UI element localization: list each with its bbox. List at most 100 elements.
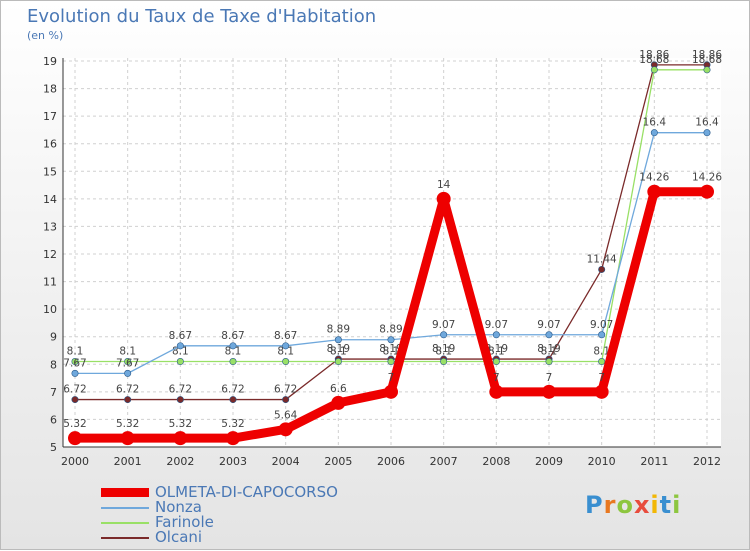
data-point: [440, 358, 448, 366]
data-label: 11.44: [587, 253, 617, 265]
data-label: 18.86: [639, 49, 669, 61]
data-point: [387, 358, 395, 366]
data-point: [492, 358, 500, 366]
data-label: 9.07: [432, 319, 455, 331]
data-point: [176, 342, 184, 350]
data-label: 8.1: [225, 346, 242, 358]
y-tick-label: 19: [43, 55, 57, 68]
data-point: [282, 342, 290, 350]
data-label: 5.64: [274, 409, 298, 421]
data-label: 6.72: [116, 384, 139, 396]
data-point: [700, 184, 714, 199]
data-point: [387, 336, 395, 344]
data-point: [124, 358, 132, 366]
data-label: 7.67: [63, 357, 86, 369]
data-point: [176, 358, 184, 366]
legend-item: Nonza: [101, 500, 338, 515]
x-tick-label: 2004: [272, 455, 300, 468]
x-tick-label: 2008: [482, 455, 510, 468]
y-tick-label: 6: [50, 413, 57, 426]
data-point: [650, 129, 658, 137]
data-point: [124, 396, 132, 404]
data-label: 5.32: [116, 418, 139, 430]
y-tick-label: 16: [43, 138, 57, 151]
data-label: 6.72: [221, 384, 244, 396]
data-label: 5.32: [63, 418, 86, 430]
data-label: 14: [437, 179, 451, 191]
data-point: [703, 129, 711, 137]
data-point: [545, 358, 553, 366]
legend-label: Nonza: [155, 498, 202, 516]
data-point: [229, 358, 237, 366]
data-label: 5.32: [221, 418, 244, 430]
data-label: 14.26: [692, 172, 722, 184]
data-label: 18.86: [692, 49, 722, 61]
data-point: [334, 358, 342, 366]
data-point: [384, 384, 398, 399]
data-label: 8.1: [488, 346, 505, 358]
y-tick-label: 17: [43, 110, 57, 123]
data-label: 18.68: [692, 54, 722, 66]
data-label: 7: [388, 372, 395, 384]
data-label: 7: [493, 372, 500, 384]
data-point: [545, 331, 553, 339]
data-point: [598, 265, 606, 273]
data-point: [282, 396, 290, 404]
data-label: 5.32: [169, 418, 192, 430]
data-label: 8.1: [593, 346, 610, 358]
y-tick-label: 11: [43, 276, 57, 289]
data-label: 8.1: [67, 346, 84, 358]
data-label: 9.07: [590, 319, 613, 331]
legend-swatch: [101, 488, 149, 497]
data-label: 9.07: [485, 319, 508, 331]
legend-swatch: [101, 536, 149, 539]
y-tick-label: 18: [43, 83, 57, 96]
data-label: 7: [598, 372, 605, 384]
data-label: 16.4: [643, 117, 667, 129]
data-label: 8.1: [435, 346, 452, 358]
data-label: 8.67: [274, 330, 297, 342]
data-point: [282, 358, 290, 366]
data-point: [334, 336, 342, 344]
y-tick-label: 7: [50, 386, 57, 399]
data-point: [650, 66, 658, 74]
data-point: [647, 184, 662, 199]
data-point: [176, 396, 184, 404]
legend-item: Farinole: [101, 515, 338, 530]
data-label: 14.26: [639, 172, 669, 184]
data-point: [71, 396, 79, 404]
x-tick-label: 2009: [535, 455, 563, 468]
y-tick-label: 8: [50, 358, 57, 371]
data-point: [226, 431, 240, 446]
data-label: 8.89: [379, 324, 402, 336]
x-tick-label: 2011: [640, 455, 668, 468]
data-point: [703, 66, 711, 74]
x-tick-label: 2002: [166, 455, 194, 468]
y-tick-label: 5: [50, 441, 57, 454]
y-tick-label: 15: [43, 165, 57, 178]
data-label: 7.67: [116, 357, 139, 369]
data-point: [229, 396, 237, 404]
x-tick-label: 2003: [219, 455, 247, 468]
data-label: 18.68: [639, 54, 669, 66]
legend: OLMETA-DI-CAPOCORSO Nonza Farinole Olcan…: [101, 485, 338, 545]
y-tick-label: 13: [43, 220, 57, 233]
y-tick-label: 10: [43, 303, 57, 316]
data-label: 6.72: [169, 384, 192, 396]
data-point: [173, 431, 188, 446]
data-label: 8.19: [379, 343, 402, 355]
y-axis-unit: (en %): [27, 29, 64, 42]
data-point: [598, 331, 606, 339]
data-label: 6.6: [330, 383, 347, 395]
y-tick-label: 9: [50, 331, 57, 344]
data-point: [229, 342, 237, 350]
data-point: [71, 369, 79, 377]
x-tick-label: 2010: [588, 455, 616, 468]
proxiti-logo: Proxiti: [585, 491, 682, 519]
data-label: 7: [546, 372, 553, 384]
y-tick-label: 12: [43, 248, 57, 261]
legend-item: Olcani: [101, 530, 338, 545]
y-tick-label: 14: [43, 193, 57, 206]
x-tick-label: 2012: [693, 455, 721, 468]
